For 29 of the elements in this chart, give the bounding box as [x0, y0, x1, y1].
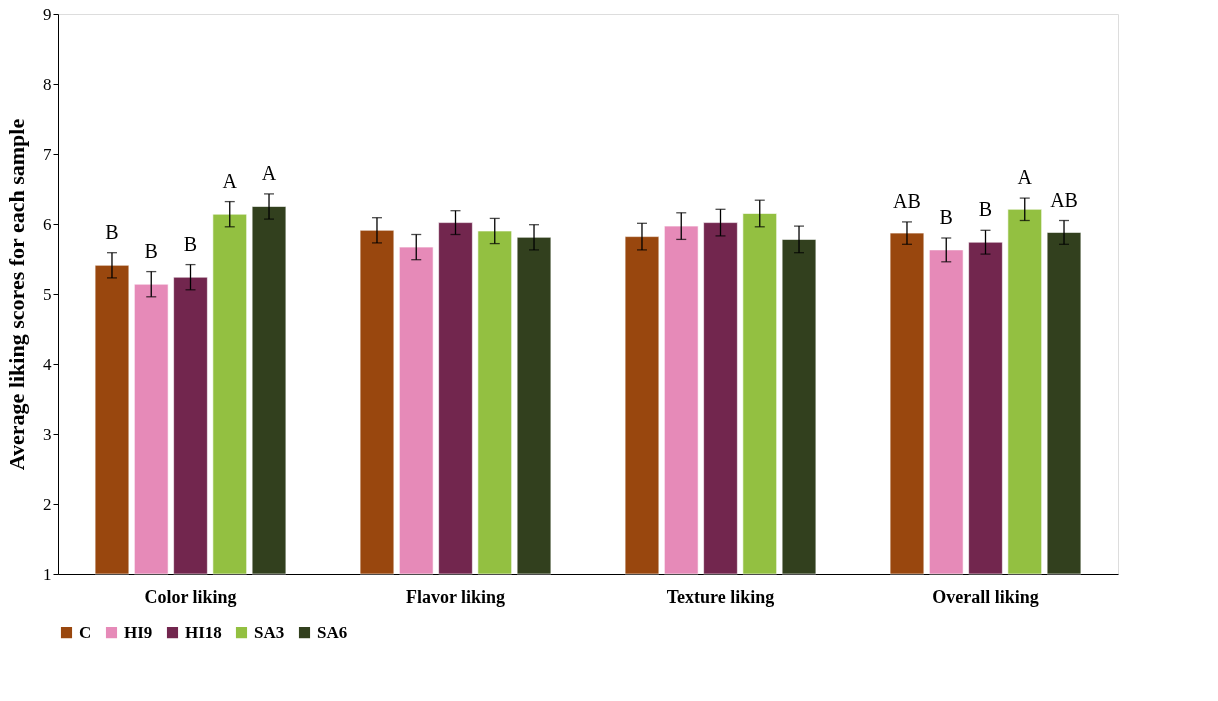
y-tick-label: 6 — [43, 214, 52, 234]
x-tick-label: Overall liking — [932, 586, 1039, 607]
data-label: B — [183, 232, 198, 255]
data-label: AB — [893, 189, 921, 212]
y-tick-label: 8 — [43, 74, 52, 94]
x-tick-label: Color liking — [144, 586, 237, 607]
data-label: AB — [1050, 188, 1078, 211]
data-label: A — [261, 161, 277, 184]
y-tick-label: 7 — [43, 144, 52, 164]
legend-label: SA6 — [317, 622, 348, 642]
legend-label: HI9 — [124, 622, 153, 642]
x-tick-label: Flavor liking — [405, 586, 506, 607]
x-tick-label: Texture liking — [666, 586, 775, 607]
data-label: A — [1017, 166, 1033, 189]
y-tick-label: 2 — [43, 494, 52, 514]
y-tick-label: 5 — [43, 284, 52, 304]
data-label: B — [144, 239, 158, 262]
y-tick-label: 1 — [43, 564, 52, 584]
y-tick-label: 3 — [43, 424, 52, 444]
y-axis-title: Average liking scores for each sample — [4, 118, 29, 471]
legend-label: HI18 — [185, 622, 222, 642]
legend-label: SA3 — [254, 622, 285, 642]
y-tick-label: 4 — [43, 354, 52, 374]
legend-label: C — [79, 622, 92, 642]
data-label: A — [222, 169, 238, 192]
data-label: B — [939, 206, 953, 228]
y-tick-label: 9 — [43, 4, 52, 24]
data-label: B — [978, 198, 993, 221]
data-label: B — [105, 220, 119, 243]
